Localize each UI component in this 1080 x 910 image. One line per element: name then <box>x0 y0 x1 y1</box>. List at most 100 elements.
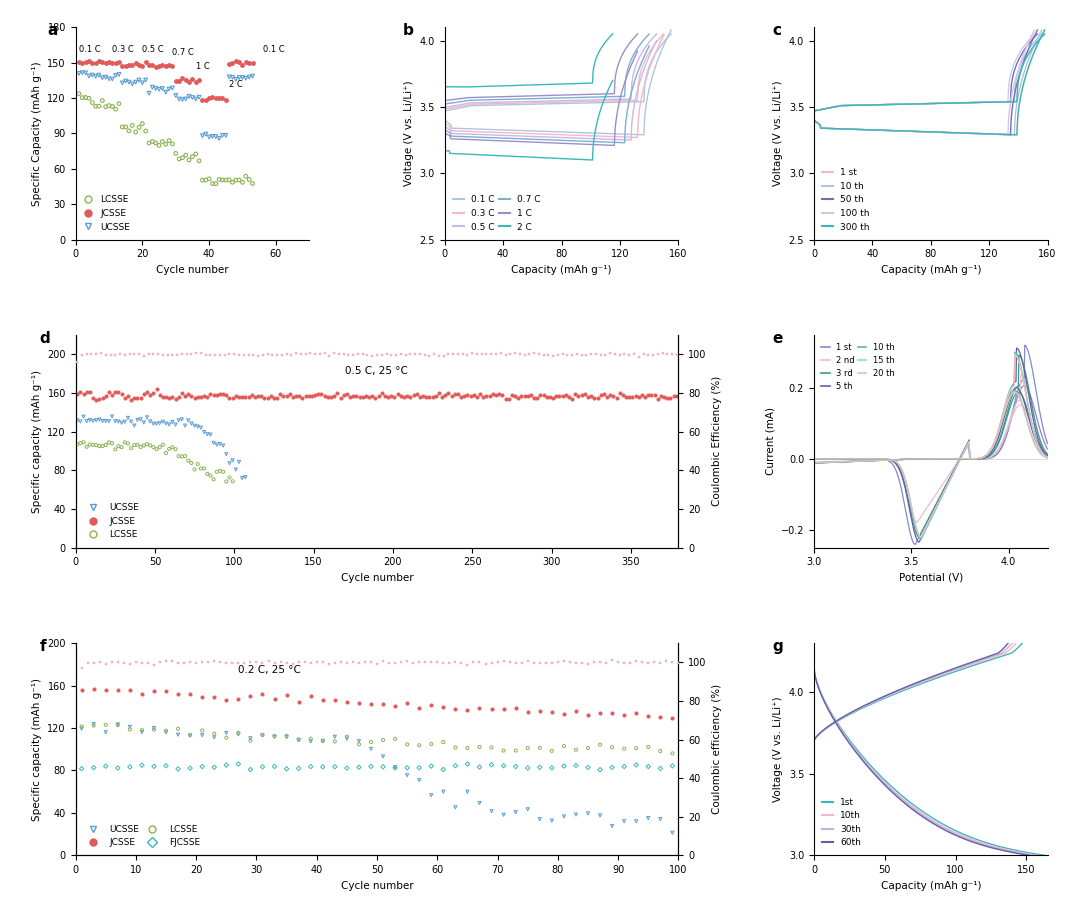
Point <box>170 413 187 428</box>
Point <box>495 653 512 668</box>
Point <box>649 391 666 406</box>
Point <box>284 390 301 405</box>
Point <box>639 811 657 825</box>
Point <box>351 389 368 404</box>
Point <box>85 718 103 733</box>
Point <box>235 348 253 362</box>
Point <box>447 800 464 814</box>
Point <box>151 416 168 430</box>
Point <box>555 739 572 753</box>
Point <box>218 725 235 740</box>
Point <box>141 438 159 452</box>
Point <box>205 726 222 741</box>
Point <box>122 414 139 429</box>
Point <box>148 417 165 431</box>
Point <box>84 414 102 429</box>
Point <box>272 655 289 670</box>
Y-axis label: Coulombic efficiency (%): Coulombic efficiency (%) <box>712 684 723 814</box>
Point <box>193 723 211 738</box>
Point <box>218 474 235 489</box>
Point <box>573 348 591 362</box>
Point <box>104 436 121 450</box>
Point <box>399 695 416 710</box>
JCSSE <box>127 56 145 71</box>
Point <box>71 414 89 429</box>
UCSSE <box>204 129 221 144</box>
Point <box>294 390 311 405</box>
Point <box>254 348 271 362</box>
Point <box>592 706 609 721</box>
UCSSE <box>157 85 174 99</box>
Point <box>230 656 247 671</box>
Point <box>340 348 357 362</box>
Point <box>422 788 440 803</box>
Point <box>602 346 619 360</box>
Point <box>220 456 238 470</box>
Point <box>387 760 404 774</box>
JCSSE <box>94 55 111 69</box>
Point <box>376 389 393 403</box>
Legend: 1 st, 10 th, 50 th, 100 th, 300 th: 1 st, 10 th, 50 th, 100 th, 300 th <box>819 165 874 235</box>
Point <box>573 655 591 670</box>
Point <box>291 695 308 710</box>
Point <box>389 387 406 401</box>
Point <box>240 348 257 362</box>
Point <box>192 346 210 360</box>
Point <box>564 348 581 362</box>
UCSSE <box>190 90 207 105</box>
Point <box>148 382 165 397</box>
UCSSE <box>184 90 201 105</box>
Y-axis label: Voltage (V vs. Li/Li⁺): Voltage (V vs. Li/Li⁺) <box>773 81 783 187</box>
Text: 0.5 C: 0.5 C <box>143 46 164 55</box>
Point <box>585 391 603 406</box>
Point <box>145 347 162 361</box>
JCSSE <box>131 57 148 72</box>
LCSSE <box>161 134 178 148</box>
Text: f: f <box>40 639 46 653</box>
Point <box>149 348 166 362</box>
UCSSE <box>124 76 141 91</box>
Point <box>129 390 146 405</box>
Point <box>297 347 314 361</box>
Point <box>84 438 102 452</box>
LCSSE <box>238 169 255 184</box>
Point <box>469 347 486 361</box>
Point <box>73 762 91 776</box>
Point <box>525 655 542 670</box>
Point <box>242 689 259 703</box>
JCSSE <box>234 57 252 72</box>
Point <box>199 427 216 441</box>
X-axis label: Capacity (mAh g⁻¹): Capacity (mAh g⁻¹) <box>880 265 981 275</box>
Point <box>154 389 172 404</box>
Y-axis label: Specific capacity (mAh g⁻¹): Specific capacity (mAh g⁻¹) <box>31 678 42 821</box>
Legend: 1st, 10th, 30th, 60th: 1st, 10th, 30th, 60th <box>819 794 865 851</box>
Point <box>119 410 136 425</box>
Point <box>453 656 470 671</box>
Point <box>183 416 200 430</box>
Point <box>291 389 308 403</box>
Point <box>161 391 178 406</box>
Point <box>422 654 440 669</box>
LCSSE <box>144 134 161 148</box>
Point <box>416 348 433 362</box>
Point <box>314 760 332 774</box>
Point <box>205 654 222 669</box>
Point <box>622 655 639 670</box>
Point <box>349 347 366 361</box>
Point <box>193 759 211 774</box>
Text: 0.3 C: 0.3 C <box>112 46 134 55</box>
Point <box>333 654 350 669</box>
Point <box>375 760 392 774</box>
Point <box>543 705 561 720</box>
Point <box>519 741 537 755</box>
Point <box>85 761 103 775</box>
Point <box>297 389 314 403</box>
Point <box>308 655 325 670</box>
Point <box>663 347 680 361</box>
Point <box>526 346 543 360</box>
Point <box>387 699 404 713</box>
UCSSE <box>187 92 204 106</box>
Point <box>202 387 219 401</box>
Y-axis label: Specific Capacity (mAh g⁻¹): Specific Capacity (mAh g⁻¹) <box>31 61 42 206</box>
Point <box>554 389 571 404</box>
